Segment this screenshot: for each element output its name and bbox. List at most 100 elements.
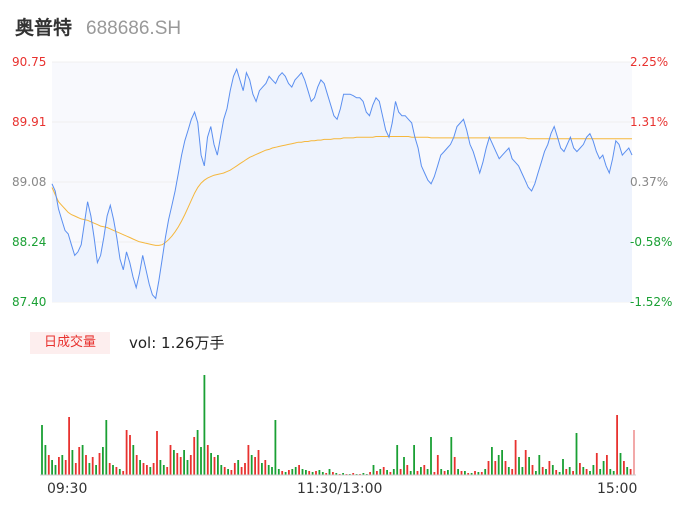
- volume-bar: [545, 469, 547, 475]
- volume-bar: [457, 469, 459, 475]
- volume-bar: [156, 431, 158, 475]
- volume-bar: [423, 465, 426, 475]
- volume-bar: [396, 445, 399, 475]
- volume-bar: [623, 461, 625, 475]
- price-tick-1: 89.91: [12, 115, 46, 129]
- volume-bar: [298, 465, 300, 475]
- volume-bar: [132, 445, 135, 475]
- volume-bar: [146, 465, 148, 475]
- volume-bar: [548, 461, 551, 475]
- volume-bar: [392, 469, 395, 475]
- volume-bar: [443, 471, 446, 475]
- volume-bar: [619, 453, 622, 475]
- volume-bar: [433, 472, 436, 475]
- volume-bar: [501, 450, 503, 475]
- volume-bar: [115, 467, 118, 475]
- volume-bar: [196, 430, 199, 475]
- volume-bar: [332, 472, 334, 475]
- volume-bar: [206, 445, 209, 475]
- volume-bar: [474, 471, 476, 475]
- volume-bar: [44, 445, 47, 475]
- volume-bar: [267, 465, 270, 475]
- volume-bar: [200, 447, 202, 475]
- price-tick-3: 88.24: [12, 235, 46, 249]
- volume-bar: [193, 437, 196, 475]
- volume-bar: [565, 469, 568, 475]
- volume-bar: [105, 420, 108, 475]
- volume-bar: [118, 469, 121, 475]
- volume-bar: [497, 455, 500, 475]
- volume-bar: [166, 467, 169, 475]
- volume-bar: [352, 473, 355, 475]
- volume-bar: [183, 450, 185, 475]
- volume-bar: [389, 472, 392, 475]
- volume-bar: [491, 447, 493, 475]
- volume-bar: [315, 471, 317, 475]
- volume-tab[interactable]: 日成交量: [30, 332, 110, 354]
- volume-bar: [264, 460, 267, 475]
- volume-bar: [612, 471, 615, 475]
- volume-bar: [102, 447, 104, 475]
- volume-bar: [535, 471, 537, 475]
- volume-bar: [487, 461, 490, 475]
- volume-bar: [626, 467, 629, 475]
- volume-bar: [399, 469, 402, 475]
- volume-bar: [562, 459, 564, 475]
- volume-bar: [51, 460, 53, 475]
- volume-bar: [633, 430, 635, 475]
- volume-bar: [470, 473, 473, 475]
- volume-bar: [518, 457, 520, 475]
- volume-bar: [599, 469, 602, 475]
- volume-bar: [416, 471, 419, 475]
- volume-bar: [555, 470, 558, 475]
- volume-bar: [169, 445, 172, 475]
- volume-bar: [274, 420, 277, 475]
- volume-bar: [420, 467, 422, 475]
- volume-bar: [413, 445, 415, 475]
- volume-bar: [311, 472, 314, 475]
- volume-bar: [250, 455, 253, 475]
- volume-bar: [125, 430, 128, 475]
- volume-bar: [606, 455, 608, 475]
- volume-bar: [142, 463, 145, 475]
- volume-bar: [325, 473, 328, 475]
- time-tick-midday: 11:30/13:00: [297, 481, 383, 497]
- volume-bar: [271, 467, 273, 475]
- pct-tick-2: 0.37%: [630, 175, 668, 189]
- volume-bar: [511, 469, 514, 475]
- volume-bar: [88, 463, 91, 475]
- volume-bar: [342, 473, 344, 475]
- volume-bar: [68, 417, 70, 475]
- volume-bar: [372, 465, 375, 475]
- volume-bar: [294, 467, 297, 475]
- volume-bar: [176, 453, 179, 475]
- average-price-line: [51, 136, 632, 246]
- volume-bar: [244, 463, 246, 475]
- volume-bar: [284, 472, 287, 475]
- volume-bar: [477, 472, 480, 475]
- volume-bar: [558, 472, 561, 475]
- volume-bar: [409, 471, 412, 475]
- volume-bar: [61, 455, 64, 475]
- time-tick-close: 15:00: [597, 481, 638, 497]
- volume-bar: [376, 471, 378, 475]
- volume-bar: [237, 460, 240, 475]
- volume-bar: [480, 472, 483, 475]
- volume-bar: [572, 471, 574, 475]
- volume-bar: [301, 469, 304, 475]
- volume-bar: [484, 469, 487, 475]
- volume-bar: [514, 440, 517, 475]
- volume-bar: [426, 469, 429, 475]
- volume-bar: [450, 437, 453, 475]
- volume-bar: [240, 467, 243, 475]
- volume-bar: [213, 457, 216, 475]
- volume-bar: [430, 437, 432, 475]
- volume-bar: [162, 465, 165, 475]
- stock-code: 688686.SH: [86, 18, 182, 39]
- price-line: [51, 67, 633, 300]
- volume-bar: [71, 450, 74, 475]
- pct-tick-1: 1.31%: [630, 115, 668, 129]
- price-tick-2: 89.08: [12, 175, 46, 189]
- volume-bar: [210, 453, 212, 475]
